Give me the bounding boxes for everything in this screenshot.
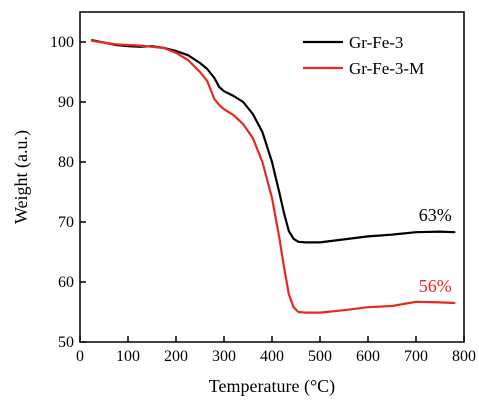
x-tick-label: 200 — [164, 348, 188, 365]
x-tick-label: 800 — [452, 348, 476, 365]
y-tick-label: 90 — [58, 94, 74, 111]
annotation-2: 56% — [419, 276, 452, 296]
x-tick-label: 300 — [212, 348, 236, 365]
annotations: 63% 56% — [419, 205, 452, 296]
x-axis-title: Temperature (°C) — [209, 376, 335, 397]
y-tick-label: 80 — [58, 154, 74, 171]
y-axis-title: Weight (a.u.) — [11, 130, 32, 224]
legend-label-2: Gr-Fe-3-M — [349, 59, 424, 78]
legend: Gr-Fe-3 Gr-Fe-3-M — [303, 33, 424, 78]
y-axis: 50 60 70 80 90 100 — [50, 34, 86, 351]
x-tick-label: 600 — [356, 348, 380, 365]
legend-label-1: Gr-Fe-3 — [349, 33, 403, 52]
annotation-1: 63% — [419, 205, 452, 225]
y-tick-label: 60 — [58, 274, 74, 291]
x-tick-label: 700 — [404, 348, 428, 365]
y-tick-label: 70 — [58, 214, 74, 231]
x-axis: 0 100 200 300 400 500 600 700 800 — [76, 336, 476, 365]
x-tick-label: 500 — [308, 348, 332, 365]
x-tick-label: 0 — [76, 348, 84, 365]
x-tick-label: 400 — [260, 348, 284, 365]
series-line-2 — [90, 39, 456, 314]
y-tick-label: 50 — [58, 334, 74, 351]
y-tick-label: 100 — [50, 34, 74, 51]
series-lines — [90, 39, 456, 314]
x-tick-label: 100 — [116, 348, 140, 365]
